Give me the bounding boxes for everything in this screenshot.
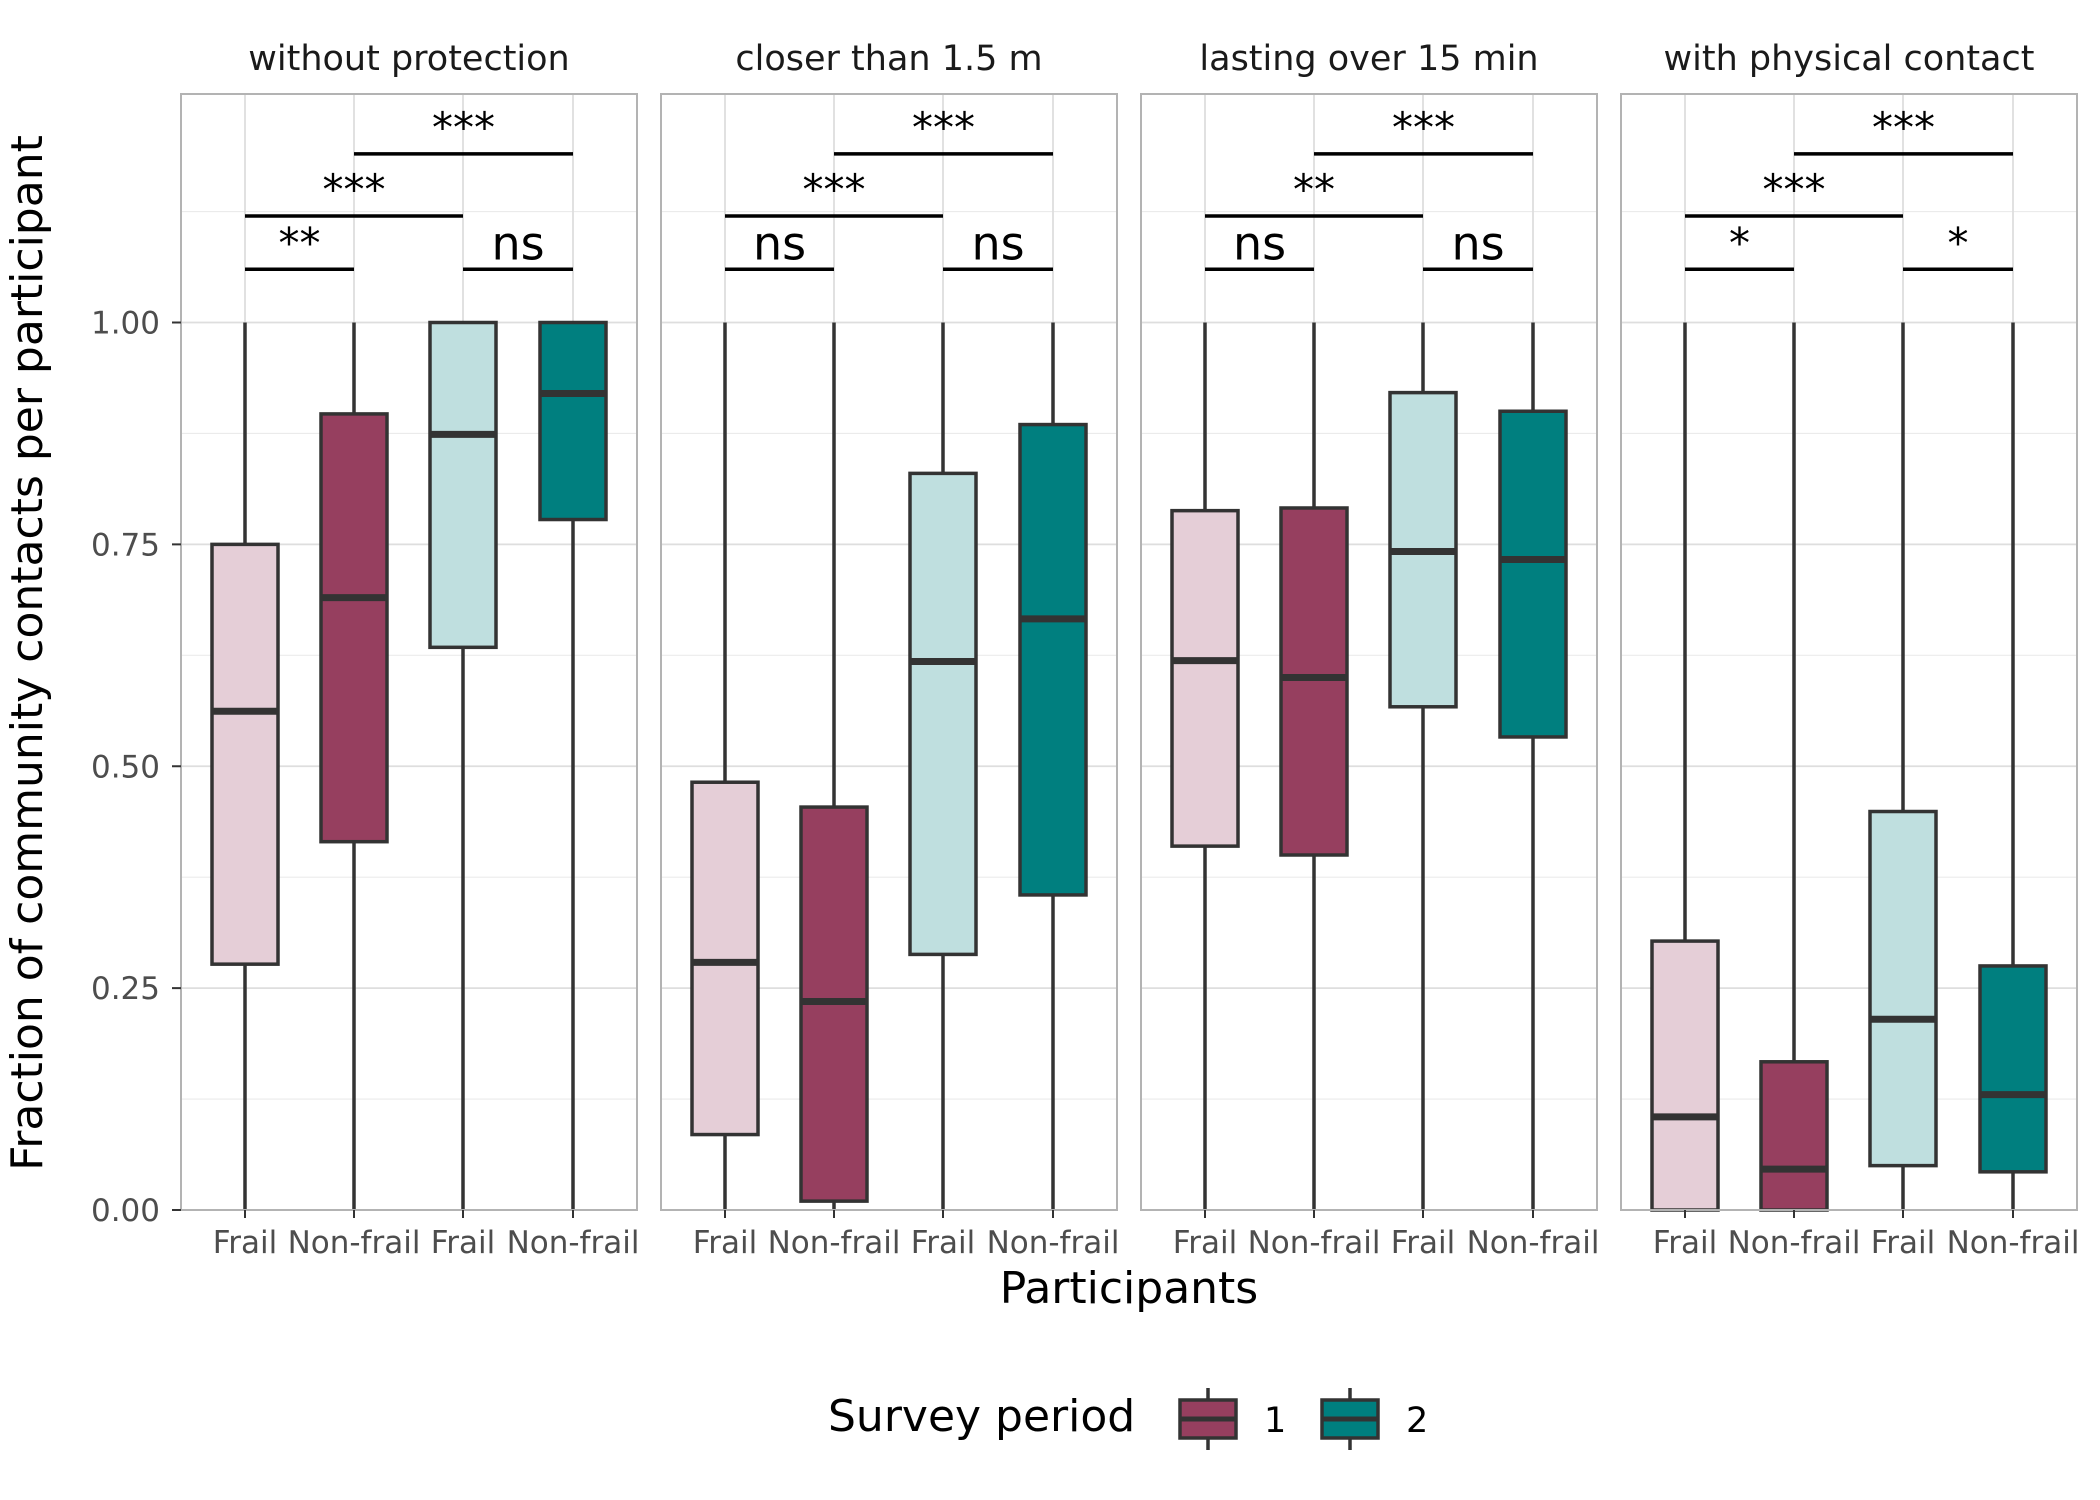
boxplot-box: [428, 320, 498, 1210]
y-tick-label: 1.00: [91, 306, 160, 342]
significance-label: ***: [432, 103, 495, 152]
y-tick-label: 0.50: [91, 749, 160, 785]
significance-label: **: [279, 218, 321, 267]
boxplot-iqr-rect: [1978, 964, 2048, 1174]
boxplot-iqr-rect: [428, 320, 498, 650]
significance-label: *: [1729, 218, 1750, 267]
x-tick-label: Non-frail: [1728, 1225, 1861, 1261]
boxplot-iqr-rect: [1170, 508, 1240, 848]
significance-label: *: [1948, 218, 1969, 267]
facet-title: with physical contact: [1664, 39, 2035, 79]
legend-label: 1: [1264, 1401, 1286, 1441]
panel-border: [1140, 93, 1598, 1211]
facet-title: lasting over 15 min: [1199, 39, 1538, 79]
boxplot-iqr-rect: [1759, 1060, 1829, 1212]
boxplot-box: [1868, 322, 1938, 1210]
boxplot-box: [210, 322, 280, 1210]
boxplot-box: [538, 320, 608, 1210]
significance-label: ***: [323, 165, 386, 214]
boxplot-box: [1498, 322, 1568, 1210]
panel-border: [660, 93, 1118, 1211]
boxplot-iqr-rect: [1650, 939, 1720, 1212]
x-tick-label: Frail: [1391, 1225, 1456, 1261]
x-tick-label: Non-frail: [1947, 1225, 2080, 1261]
x-tick-label: Non-frail: [987, 1225, 1120, 1261]
x-tick-label: Frail: [431, 1225, 496, 1261]
y-tick-label: 0.75: [91, 527, 160, 563]
legend-title: Survey period: [828, 1391, 1135, 1442]
y-tick-label: 0.25: [91, 971, 160, 1007]
boxplot-box: [1018, 322, 1088, 1210]
significance-label: ***: [1872, 103, 1935, 152]
boxplot-box: [799, 322, 869, 1210]
x-tick-label: Non-frail: [507, 1225, 640, 1261]
significance-label: **: [1293, 165, 1335, 214]
boxplot-box: [908, 322, 978, 1210]
facet-panel: closer than 1.5 mns ns******Frail Non-frai…: [660, 39, 1120, 1261]
x-tick-label: Frail: [1173, 1225, 1238, 1261]
boxplot-box: [1978, 322, 2048, 1210]
boxplot-iqr-rect: [690, 780, 760, 1137]
y-tick-label: 0.00: [91, 1193, 160, 1229]
panel-border: [180, 93, 638, 1211]
significance-label: ***: [1392, 103, 1455, 152]
boxplot-box: [1759, 322, 1829, 1212]
boxplot-iqr-rect: [1498, 409, 1568, 739]
facet-panel: without protection ** ns *** *** Frail Non-fra…: [180, 39, 640, 1261]
boxplot-iqr-rect: [1868, 809, 1938, 1168]
facet-title: without protection: [248, 39, 570, 79]
legend-key: [1178, 1388, 1238, 1450]
x-tick-label: Frail: [693, 1225, 758, 1261]
y-axis: 0.00 0.25 0.50 0.75 1.00: [91, 306, 181, 1229]
x-tick-label: Non-frail: [1248, 1225, 1381, 1261]
facet-panel: with physical contact* *******Frail Non-fr…: [1620, 39, 2080, 1261]
boxplot-iqr-rect: [1279, 506, 1349, 857]
x-axis-title: Participants: [1000, 1263, 1258, 1314]
x-tick-label: Frail: [1653, 1225, 1718, 1261]
boxplot-iqr-rect: [908, 471, 978, 957]
x-tick-label: Frail: [911, 1225, 976, 1261]
legend-key: [1320, 1388, 1380, 1450]
x-tick-label: Non-frail: [768, 1225, 901, 1261]
facet-panels: without protection** ns******Frail Non-fra…: [180, 39, 2080, 1261]
x-tick-label: Frail: [213, 1225, 278, 1261]
boxplot-iqr-rect: [319, 412, 389, 844]
boxplot-box: [1388, 322, 1458, 1210]
boxplot-box: [319, 322, 389, 1210]
legend-label: 2: [1406, 1401, 1428, 1441]
boxplot-iqr-rect: [538, 320, 608, 522]
y-axis-title: Fraction of community contacts per parti…: [2, 135, 53, 1171]
panel-border: [1620, 93, 2078, 1211]
x-tick-label: Non-frail: [288, 1225, 421, 1261]
significance-label: ***: [1763, 165, 1826, 214]
boxplot-box: [1170, 322, 1240, 1210]
facet-title: closer than 1.5 m: [735, 39, 1042, 79]
significance-label: ns: [1233, 216, 1286, 270]
x-tick-label: Non-frail: [1467, 1225, 1600, 1261]
x-tick-label: Frail: [1871, 1225, 1936, 1261]
significance-label: ns: [491, 216, 544, 270]
significance-label: ***: [912, 103, 975, 152]
boxplot-box: [690, 322, 760, 1210]
boxplot-box: [1650, 322, 1720, 1212]
significance-label: ns: [971, 216, 1024, 270]
significance-label: ns: [753, 216, 806, 270]
boxplot-box: [1279, 322, 1349, 1210]
boxplot-iqr-rect: [210, 542, 280, 966]
boxplot-iqr-rect: [1018, 422, 1088, 897]
significance-label: ns: [1451, 216, 1504, 270]
significance-label: ***: [803, 165, 866, 214]
legend: Survey period 1 2: [828, 1388, 1428, 1450]
